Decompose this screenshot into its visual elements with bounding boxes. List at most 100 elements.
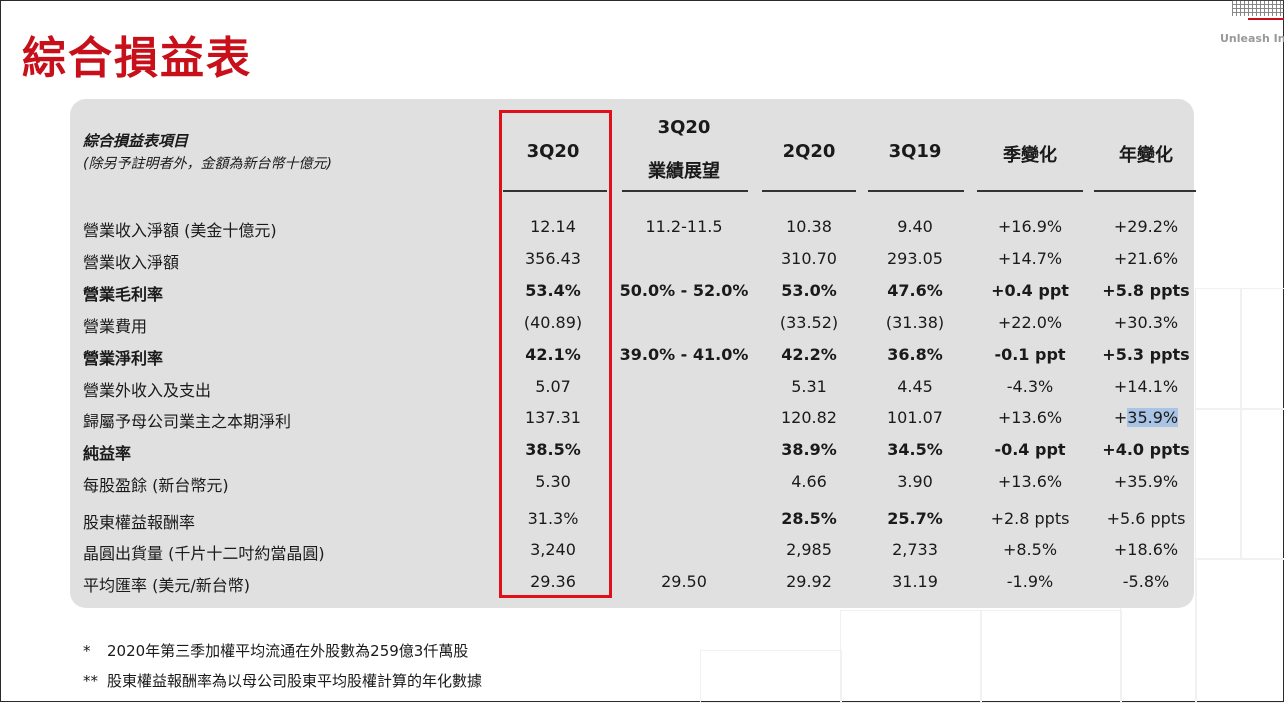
column-rule bbox=[868, 190, 964, 192]
cell-2q20: 120.82 bbox=[781, 408, 837, 427]
row-label: 晶圓出貨量 (千片十二吋約當晶圓) bbox=[83, 544, 325, 563]
cell-3q20: 29.36 bbox=[530, 572, 576, 591]
column-rule bbox=[762, 190, 856, 192]
cell-3q19: 31.19 bbox=[892, 572, 938, 591]
cell-3q19: 3.90 bbox=[897, 472, 933, 491]
footnote-2: ** 股東權益報酬率為以母公司股東平均股權計算的年化數據 bbox=[83, 670, 482, 691]
cell-2q20: 5.31 bbox=[791, 377, 827, 396]
row-label: 平均匯率 (美元/新台幣) bbox=[83, 576, 250, 595]
cell-2q20: 42.2% bbox=[781, 345, 837, 364]
brand-tagline: Unleash Inn bbox=[1220, 32, 1284, 45]
cell-yoy: +5.3 ppts bbox=[1102, 345, 1190, 364]
cell-qoq: -4.3% bbox=[1006, 377, 1054, 396]
cell-3q20: 31.3% bbox=[527, 509, 579, 528]
cell-2q20: (33.52) bbox=[779, 313, 839, 332]
cell-3q20: (40.89) bbox=[523, 313, 583, 332]
cell-2q20: 2,985 bbox=[786, 540, 832, 559]
row-label: 股東權益報酬率 bbox=[83, 513, 196, 532]
cell-2q20: 4.66 bbox=[791, 472, 827, 491]
selected-text[interactable]: 35.9% bbox=[1127, 408, 1179, 427]
cell-3q19: 47.6% bbox=[887, 281, 943, 300]
column-rule bbox=[503, 190, 607, 192]
cell-2q20: 310.70 bbox=[781, 249, 837, 268]
cell-3q20: 53.4% bbox=[525, 281, 581, 300]
cell-guidance: 29.50 bbox=[661, 572, 707, 591]
cell-yoy: +29.2% bbox=[1113, 217, 1179, 236]
column-header-yoy: 年變化 bbox=[1119, 145, 1173, 166]
cell-guidance: 50.0% - 52.0% bbox=[619, 281, 749, 300]
cell-yoy: +35.9% bbox=[1113, 472, 1179, 491]
background-tile bbox=[980, 610, 1122, 703]
cell-3q19: 293.05 bbox=[887, 249, 943, 268]
cell-2q20: 10.38 bbox=[786, 217, 832, 236]
cell-2q20: 53.0% bbox=[781, 281, 837, 300]
cell-3q20: 5.07 bbox=[535, 377, 571, 396]
footnote-mark: ** bbox=[83, 672, 98, 690]
background-tile bbox=[1240, 408, 1284, 560]
column-header-3q19: 3Q19 bbox=[888, 141, 942, 162]
logo-icon bbox=[1232, 0, 1284, 16]
cell-yoy: +14.1% bbox=[1113, 377, 1179, 396]
table-header-note: (除另予註明者外，金額為新台幣十億元) bbox=[83, 156, 332, 172]
cell-3q20: 3,240 bbox=[530, 540, 576, 559]
cell-2q20: 29.92 bbox=[786, 572, 832, 591]
row-label: 營業毛利率 bbox=[83, 285, 164, 304]
footnote-mark: * bbox=[83, 642, 91, 660]
column-header-2q20: 2Q20 bbox=[782, 141, 836, 162]
background-tile bbox=[1195, 408, 1242, 560]
cell-yoy[interactable]: +35.9% bbox=[1094, 408, 1198, 427]
cell-3q19: 4.45 bbox=[897, 377, 933, 396]
cell-yoy: +21.6% bbox=[1113, 249, 1179, 268]
page-title: 綜合損益表 bbox=[22, 33, 252, 84]
cell-qoq: -1.9% bbox=[1006, 572, 1054, 591]
cell-yoy: -5.8% bbox=[1122, 572, 1170, 591]
cell-3q19: 36.8% bbox=[887, 345, 943, 364]
table-panel bbox=[70, 99, 1194, 608]
cell-qoq: -0.1 ppt bbox=[994, 345, 1066, 364]
cell-3q19: 9.40 bbox=[897, 217, 933, 236]
cell-3q20: 137.31 bbox=[525, 408, 581, 427]
column-header-guidance-period: 3Q20 bbox=[657, 117, 711, 138]
row-label: 營業費用 bbox=[83, 317, 148, 336]
cell-qoq: +13.6% bbox=[997, 472, 1063, 491]
cell-guidance: 11.2-11.5 bbox=[645, 217, 723, 236]
cell-3q19: (31.38) bbox=[885, 313, 945, 332]
cell-3q19: 34.5% bbox=[887, 440, 943, 459]
cell-qoq: +14.7% bbox=[997, 249, 1063, 268]
column-header-guidance: 業績展望 bbox=[648, 161, 720, 182]
cell-qoq: +22.0% bbox=[997, 313, 1063, 332]
footnote-text: 股東權益報酬率為以母公司股東平均股權計算的年化數據 bbox=[107, 672, 483, 690]
row-label: 營業淨利率 bbox=[83, 349, 164, 368]
background-tile bbox=[840, 610, 982, 703]
footnote-text: 2020年第三季加權平均流通在外股數為259億3仟萬股 bbox=[107, 642, 469, 660]
cell-qoq: -0.4 ppt bbox=[994, 440, 1066, 459]
cell-qoq: +13.6% bbox=[997, 408, 1063, 427]
cell-3q19: 101.07 bbox=[887, 408, 943, 427]
table-header-label: 綜合損益表項目 bbox=[83, 132, 189, 150]
cell-yoy: +18.6% bbox=[1113, 540, 1179, 559]
highlight-box-3q20 bbox=[499, 110, 612, 598]
column-header-3q20: 3Q20 bbox=[526, 141, 580, 162]
cell-qoq: +0.4 ppt bbox=[991, 281, 1069, 300]
cell-3q20: 356.43 bbox=[525, 249, 581, 268]
cell-3q19: 25.7% bbox=[887, 509, 943, 528]
column-rule bbox=[977, 190, 1083, 192]
column-rule bbox=[1094, 190, 1196, 192]
column-rule bbox=[622, 190, 748, 192]
background-tile bbox=[1195, 288, 1242, 410]
cell-yoy: +30.3% bbox=[1113, 313, 1179, 332]
cell-yoy: +4.0 ppts bbox=[1102, 440, 1190, 459]
cell-qoq: +16.9% bbox=[997, 217, 1063, 236]
cell-qoq: +8.5% bbox=[1002, 540, 1058, 559]
row-label: 營業外收入及支出 bbox=[83, 381, 212, 400]
cell-yoy: +5.6 ppts bbox=[1106, 509, 1186, 528]
cell-3q20: 42.1% bbox=[525, 345, 581, 364]
cell-2q20: 38.9% bbox=[781, 440, 837, 459]
brand-divider bbox=[1248, 18, 1284, 20]
cell-3q19: 2,733 bbox=[892, 540, 938, 559]
row-label: 營業收入淨額 bbox=[83, 253, 180, 272]
row-label: 歸屬予母公司業主之本期淨利 bbox=[83, 412, 292, 431]
column-header-qoq: 季變化 bbox=[1003, 145, 1057, 166]
row-label: 每股盈餘 (新台幣元) bbox=[83, 476, 229, 495]
background-tile bbox=[1195, 558, 1284, 703]
